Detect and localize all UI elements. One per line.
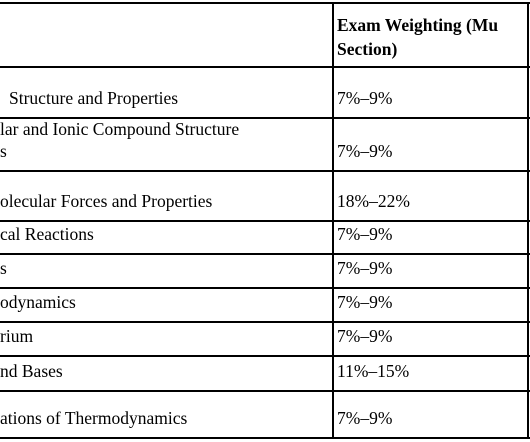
exam-weighting: 7%–9% xyxy=(337,292,393,312)
row-border xyxy=(0,287,530,289)
header-line: Exam Weighting (Mu xyxy=(337,15,499,35)
exam-weighting: 7%–9% xyxy=(337,258,393,278)
row-border xyxy=(0,117,530,119)
row-border xyxy=(0,66,530,68)
row-border xyxy=(0,355,530,357)
unit-name: Structure and Properties xyxy=(9,88,179,108)
row-border xyxy=(0,170,530,172)
exam-weighting: 7%–9% xyxy=(337,326,393,346)
unit-name: rium xyxy=(0,326,34,346)
exam-weighting: 7%–9% xyxy=(337,141,393,161)
row-border xyxy=(0,437,530,439)
unit-name: lar and Ionic Compound Structure xyxy=(0,119,240,139)
unit-name: odynamics xyxy=(0,292,76,312)
exam-weighting: 11%–15% xyxy=(337,361,410,381)
unit-name: nd Bases xyxy=(0,361,63,381)
row-border xyxy=(0,2,530,4)
exam-weighting: 18%–22% xyxy=(337,191,410,211)
row-border xyxy=(0,321,530,323)
row-border xyxy=(0,253,530,255)
unit-name: ations of Thermodynamics xyxy=(0,408,188,428)
row-border xyxy=(0,390,530,392)
unit-name: s xyxy=(0,141,7,161)
unit-name: cal Reactions xyxy=(0,224,94,244)
unit-name: s xyxy=(0,258,7,278)
exam-weighting: 7%–9% xyxy=(337,408,393,428)
unit-name: olecular Forces and Properties xyxy=(0,191,213,211)
row-border xyxy=(0,220,530,222)
exam-weighting: 7%–9% xyxy=(337,224,393,244)
exam-weighting: 7%–9% xyxy=(337,88,393,108)
header-line: Section) xyxy=(337,39,398,59)
